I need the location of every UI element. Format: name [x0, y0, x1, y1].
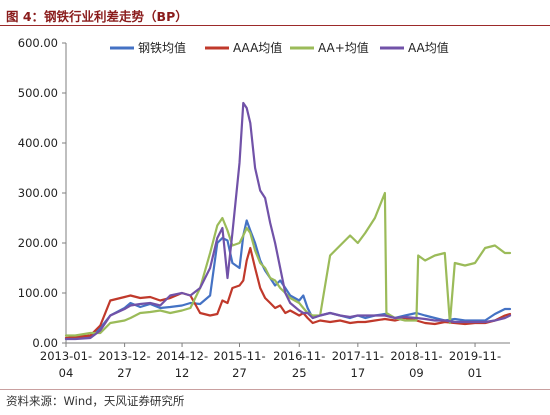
- spread-line-chart: 0.00 100.00 200.00 300.00 400.00 500.00 600.00…: [18, 36, 512, 380]
- series-line-2: [64, 191, 512, 337]
- legend-label: AAA均值: [233, 40, 282, 55]
- chart-axes: 0.00 100.00 200.00 300.00 400.00 500.00 600.00…: [18, 36, 510, 380]
- x-tick-label: 2017-11-: [332, 349, 384, 363]
- series-line-3: [64, 101, 512, 341]
- source-note: 资料来源：Wind，天风证券研究所: [6, 394, 185, 408]
- x-tick-label: 2013-01-: [40, 349, 92, 363]
- figure-title: 图 4：钢铁行业利差走势（BP）: [6, 9, 188, 24]
- x-tick-label: 2016-11-: [273, 349, 325, 363]
- x-tick-label: 2019-11-: [449, 349, 501, 363]
- legend-label: AA均值: [408, 40, 449, 55]
- x-tick-label-line2: 01: [468, 366, 483, 380]
- source-divider: [0, 389, 550, 390]
- x-tick-label: 2013-12-: [98, 349, 150, 363]
- x-tick-label-line2: 09: [409, 366, 424, 380]
- x-tick-label-line2: 25: [292, 366, 307, 380]
- legend-label: 钢铁均值: [138, 40, 186, 55]
- x-tick-label-line2: 17: [351, 366, 366, 380]
- x-tick-label-line2: 04: [59, 366, 74, 380]
- y-tick-label: 500.00: [18, 86, 58, 100]
- series-line-1: [64, 246, 512, 340]
- title-divider: [0, 25, 550, 26]
- y-tick-label: 600.00: [18, 36, 58, 50]
- y-tick-label: 300.00: [18, 186, 58, 200]
- series-layer: [64, 101, 512, 341]
- x-tick-label-line2: 27: [117, 366, 132, 380]
- y-tick-label: 100.00: [18, 286, 58, 300]
- y-tick-label: 200.00: [18, 236, 58, 250]
- y-tick-label: 0.00: [32, 336, 58, 350]
- x-tick-label: 2015-11-: [213, 349, 265, 363]
- x-tick-label: 2014-12-: [156, 349, 208, 363]
- x-tick-label-line2: 27: [232, 366, 247, 380]
- legend-label: AA+均值: [318, 40, 369, 55]
- x-tick-label-line2: 12: [175, 366, 190, 380]
- x-tick-label: 2018-11-: [390, 349, 442, 363]
- y-tick-label: 400.00: [18, 136, 58, 150]
- legend: 钢铁均值 AAA均值 AA+均值 AA均值: [110, 40, 449, 55]
